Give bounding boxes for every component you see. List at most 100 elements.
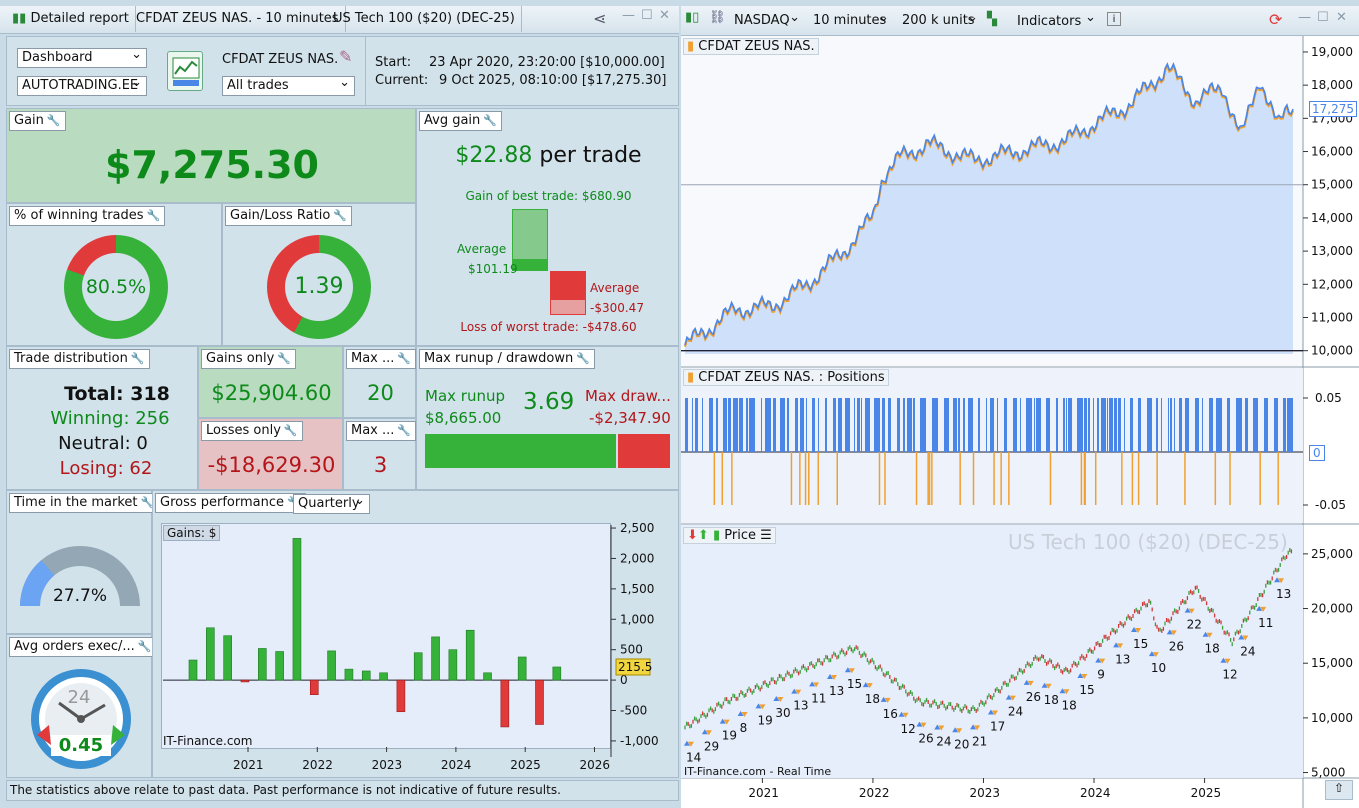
equity-title[interactable]: ▮ CFDAT ZEUS NAS. (683, 38, 819, 55)
max-losses-title[interactable]: Max ... 🔧 (346, 421, 417, 441)
units-select[interactable]: 200 k units (897, 11, 983, 31)
avg-gain-title[interactable]: Avg gain 🔧 (419, 111, 502, 131)
info-icon[interactable]: i (1107, 12, 1121, 26)
winning-trades: Winning: 256 (50, 408, 170, 429)
avg-loss-label: Average (590, 281, 640, 295)
wrench-icon[interactable]: 🔧 (146, 209, 161, 222)
runup-title[interactable]: Max runup / drawdown 🔧 (419, 349, 595, 369)
bar (431, 636, 440, 681)
runup-label: Max runup (425, 387, 505, 405)
report-settings-icon[interactable] (167, 51, 203, 91)
edit-icon[interactable]: ✎ (339, 47, 353, 66)
dashboard-select[interactable]: Dashboard (17, 48, 147, 68)
long-position (1274, 398, 1278, 452)
long-position (1138, 398, 1141, 452)
buy-arrow (1005, 694, 1012, 700)
wrench-icon[interactable]: 🔧 (46, 114, 61, 127)
wrench-icon[interactable]: 🔧 (283, 424, 298, 437)
list-icon[interactable]: ☰ (760, 528, 772, 543)
tab-detailed-report[interactable]: ▮▮ Detailed report (6, 6, 136, 32)
sell-arrow (813, 682, 820, 688)
wrench-icon[interactable]: 🔧 (137, 640, 152, 653)
indicators-button[interactable]: Indicators (1017, 14, 1082, 29)
tab-market[interactable]: US Tech 100 ($20) (DEC-25) (327, 6, 522, 32)
sell-arrow (741, 712, 748, 718)
long-position (1088, 398, 1090, 452)
share-icon[interactable]: ⋖ (593, 9, 607, 28)
losses-only-panel: Losses only 🔧 -$18,629.30 (198, 418, 343, 490)
gain-loss-ratio-title[interactable]: Gain/Loss Ratio 🔧 (225, 206, 352, 226)
long-position (692, 398, 693, 452)
long-position (1236, 398, 1242, 452)
long-position (746, 398, 748, 452)
period-select[interactable]: Quarterly (293, 494, 370, 514)
chart-type-icon[interactable]: ▮▯ (685, 10, 700, 25)
timeframe-select[interactable]: 10 minutes (808, 11, 894, 31)
wrench-icon[interactable]: 🔧 (483, 114, 497, 127)
trade-count-label: 14 (686, 751, 701, 765)
sell-arrow (1009, 695, 1016, 701)
buy-arrow (1113, 642, 1120, 648)
wrench-icon[interactable]: 🔧 (130, 352, 145, 365)
winning-pct-title[interactable]: % of winning trades 🔧 (9, 206, 166, 226)
wrench-icon[interactable]: 🔧 (277, 352, 291, 365)
scroll-end-button[interactable]: ⇧ (1325, 780, 1353, 800)
sell-arrow (956, 728, 963, 734)
gain-title[interactable]: Gain 🔧 (9, 111, 66, 131)
account-select[interactable]: AUTOTRADING.EE (17, 76, 147, 96)
gross-performance-title[interactable]: Gross performance🔧 (155, 493, 306, 513)
exchange-select[interactable]: NASDAQ (729, 11, 805, 31)
trade-count-label: 22 (1187, 618, 1202, 632)
price-title[interactable]: ⬇⬆ ▮ Price ☰ (683, 527, 776, 544)
bar (275, 651, 284, 681)
gross-performance-panel: Gross performance🔧 Quarterly -1,000 -500 0… (152, 490, 679, 778)
long-position (1056, 398, 1058, 452)
refresh-icon[interactable]: ⟳ (1269, 10, 1283, 29)
buy-arrow (970, 724, 977, 730)
losses-only-title[interactable]: Losses only 🔧 (201, 421, 303, 441)
tab-instrument[interactable]: CFDAT ZEUS NAS. - 10 minutes (130, 6, 346, 32)
indicators-icon[interactable]: ▚ (987, 12, 997, 27)
avg-loss-value: -$300.47 (590, 301, 644, 315)
close-icon[interactable]: ✕ (1336, 10, 1347, 25)
close-icon[interactable]: ✕ (659, 8, 670, 23)
wrench-icon[interactable]: 🔧 (576, 352, 590, 365)
gains-only-title[interactable]: Gains only 🔧 (201, 349, 296, 369)
maximize-icon[interactable]: ☐ (641, 8, 653, 23)
trades-filter-select[interactable]: All trades (222, 76, 355, 96)
sell-arrow (795, 689, 802, 695)
last-value-label: 215.5 (618, 660, 652, 674)
long-position (986, 398, 987, 452)
buy-arrow (952, 727, 959, 733)
trade-distribution-title[interactable]: Trade distribution 🔧 (9, 349, 150, 369)
sell-arrow (920, 722, 927, 728)
long-position (685, 398, 688, 452)
wrench-icon[interactable]: 🔧 (397, 352, 412, 365)
runup-bar (425, 434, 616, 468)
wrench-icon[interactable]: 🔧 (397, 424, 412, 437)
long-position (1179, 398, 1182, 452)
gain-loss-donut-value: 1.39 (285, 253, 353, 321)
drawdown-label: Max draw... (585, 387, 671, 405)
tab-label: Detailed report (30, 11, 129, 26)
buy-arrow (1202, 631, 1209, 637)
minimize-icon[interactable]: — (1298, 10, 1311, 25)
positions-title[interactable]: ▮ CFDAT ZEUS NAS. : Positions (683, 369, 889, 386)
link-icon[interactable]: ⛓ (709, 10, 726, 25)
long-position (1004, 398, 1007, 452)
long-position (728, 398, 731, 452)
avg-orders-title[interactable]: Avg orders exec/... 🔧 (9, 637, 157, 657)
max-wins-title[interactable]: Max ... 🔧 (346, 349, 417, 369)
buy-arrow (987, 709, 994, 715)
minimize-icon[interactable]: — (622, 8, 635, 23)
long-position (1013, 398, 1017, 452)
long-position (1209, 398, 1213, 452)
indicators-dropdown-icon[interactable]: ⌄ (1085, 10, 1096, 25)
wrench-icon[interactable]: 🔧 (140, 496, 155, 509)
maximize-icon[interactable]: ☐ (1317, 10, 1329, 25)
time-market-title[interactable]: Time in the market 🔧 (9, 493, 160, 513)
start-label: Start: (375, 55, 412, 70)
trade-count-label: 21 (972, 734, 987, 748)
wrench-icon[interactable]: 🔧 (333, 209, 347, 222)
buy-arrow (1041, 682, 1048, 688)
